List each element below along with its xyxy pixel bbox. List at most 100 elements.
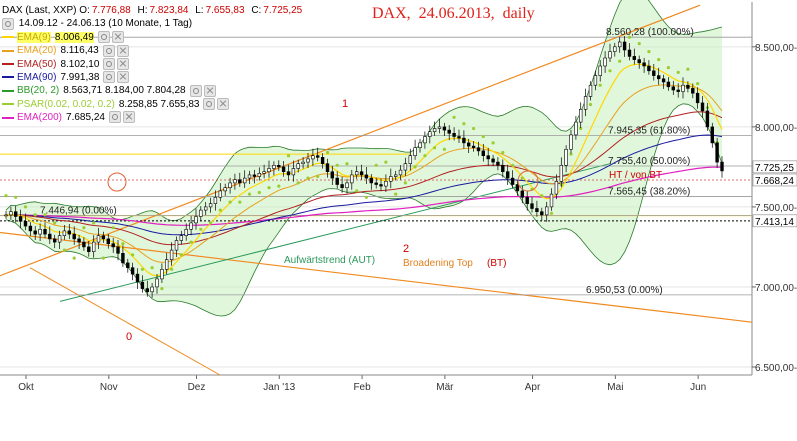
x-tick-label: Feb — [353, 382, 371, 393]
candle-body — [243, 177, 247, 184]
candle-body — [452, 133, 456, 137]
candle-body — [72, 233, 76, 240]
candle-body — [296, 163, 300, 169]
psar-dot — [238, 200, 242, 204]
settings-icon[interactable] — [102, 44, 115, 57]
candle-body — [442, 126, 447, 131]
candle-body — [364, 174, 369, 179]
settings-icon[interactable] — [189, 84, 202, 97]
candle-body — [544, 206, 549, 216]
range-icon[interactable] — [2, 17, 14, 30]
candle-body — [588, 84, 593, 97]
candle-body — [87, 246, 91, 252]
candle-body — [457, 136, 461, 139]
psar-dot — [72, 256, 76, 260]
candle-body — [515, 184, 520, 192]
psar-dot — [472, 126, 476, 131]
close-icon[interactable] — [116, 44, 129, 57]
settings-icon[interactable] — [103, 57, 116, 70]
candle-body — [130, 267, 135, 275]
candle-body — [126, 262, 130, 268]
psar-dot — [452, 115, 456, 119]
candle-body — [627, 49, 632, 57]
fib-label: 6.950,53 (0.00%) — [586, 285, 663, 296]
psar-dot — [608, 69, 612, 73]
uptrend-label: Aufwärtstrend (AUT) — [284, 255, 375, 266]
highlight-circle — [107, 172, 127, 192]
psar-dot — [481, 134, 485, 139]
candle-body — [476, 147, 481, 152]
candle-body — [160, 268, 164, 280]
candle-body — [578, 109, 583, 123]
candle-body — [408, 155, 412, 164]
psar-dot — [394, 192, 398, 196]
psar-dot — [277, 184, 281, 188]
candle-body — [150, 286, 154, 293]
psar-dot — [676, 70, 680, 74]
candle-body — [432, 128, 437, 133]
settings-icon[interactable] — [203, 98, 216, 111]
indicator-name: EMA(90) — [17, 72, 57, 84]
indicator-value: 8.006,49 — [54, 31, 94, 43]
psar-dot — [140, 267, 144, 271]
indicator-swatch — [2, 63, 14, 66]
candle-body — [145, 288, 149, 293]
close-icon[interactable] — [117, 71, 130, 84]
settings-icon[interactable] — [97, 31, 110, 44]
psar-dot — [179, 253, 183, 257]
psar-dot — [335, 163, 339, 167]
indicator-row: EMA(50) 8.102,10 — [2, 57, 306, 71]
close-icon[interactable] — [117, 57, 130, 70]
indicator-swatch — [2, 49, 14, 52]
price-mark-box — [752, 173, 797, 187]
psar-dot — [403, 181, 407, 185]
candle-body — [350, 174, 354, 184]
candle-body — [252, 174, 257, 177]
candle-body — [301, 161, 305, 165]
indicator-value: 7.685,24 — [66, 112, 105, 124]
psar-dot — [101, 256, 105, 260]
indicator-value: 8.102,10 — [60, 58, 100, 70]
psar-dot — [131, 253, 135, 257]
symbol-label: DAX (Last, XXP) — [2, 5, 77, 16]
ht-label: HT / von BT — [609, 170, 662, 181]
candle-body — [101, 235, 106, 240]
fib-label: 7.945,35 (61.80%) — [608, 126, 690, 137]
page-title: DAX, 24.06.2013, daily — [372, 5, 535, 22]
close-icon[interactable] — [203, 84, 216, 97]
settings-icon[interactable] — [103, 71, 116, 84]
psar-dot — [433, 146, 437, 150]
candle-body — [33, 230, 37, 235]
candle-body — [574, 121, 578, 136]
close-icon[interactable] — [111, 31, 124, 44]
candle-body — [18, 216, 23, 222]
ema90-line — [5, 134, 723, 236]
psar-dot — [588, 102, 593, 107]
indicator-name: EMA(50) — [17, 58, 57, 70]
settings-icon[interactable] — [108, 111, 121, 124]
psar-dot — [33, 213, 37, 217]
trend-down — [29, 267, 221, 376]
price-mark-box — [752, 160, 797, 174]
close-icon[interactable] — [122, 111, 135, 124]
close-icon[interactable] — [217, 98, 230, 111]
psar-dot — [462, 122, 466, 126]
x-tick-label: Jan '13 — [263, 382, 295, 393]
psar-dot — [442, 147, 446, 151]
indicator-name: PSAR(0.02, 0.02, 0.2) — [17, 98, 115, 110]
candle-body — [306, 158, 310, 163]
candle-body — [247, 174, 252, 179]
candle-body — [423, 136, 427, 144]
psar-dot — [62, 248, 66, 252]
candle-body — [325, 163, 330, 172]
bollinger-lower — [5, 103, 723, 317]
candle-body — [549, 193, 554, 208]
candle-body — [194, 216, 198, 224]
psar-dot — [666, 66, 671, 70]
candle-body — [277, 165, 281, 168]
psar-dot — [257, 190, 261, 195]
indicator-name: EMA(9) — [17, 31, 51, 43]
psar-dot — [569, 152, 573, 156]
candle-body — [155, 278, 159, 288]
candle-body — [204, 206, 208, 211]
